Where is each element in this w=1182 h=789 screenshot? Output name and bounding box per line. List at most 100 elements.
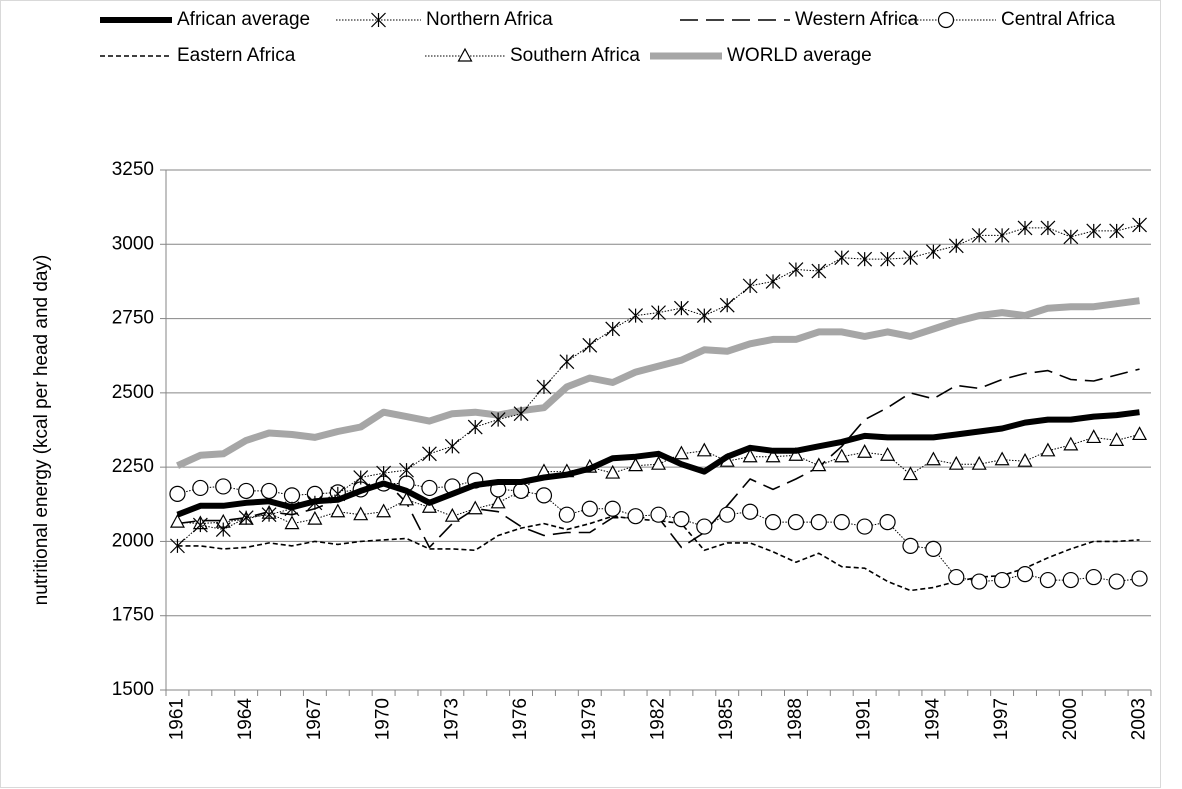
marker-shape xyxy=(260,482,278,500)
marker-shape xyxy=(764,514,782,531)
marker xyxy=(284,515,300,530)
x-tick-label: 1976 xyxy=(510,698,531,740)
y-tick-label: 2500 xyxy=(112,382,154,403)
marker-shape xyxy=(1016,566,1034,583)
marker xyxy=(856,518,873,535)
legend-label: Western Africa xyxy=(795,9,919,30)
marker xyxy=(353,470,369,485)
marker-shape xyxy=(283,487,301,504)
marker-shape xyxy=(421,479,438,497)
marker xyxy=(903,250,918,266)
marker xyxy=(1016,566,1034,583)
marker-shape xyxy=(696,442,712,457)
marker xyxy=(261,507,277,523)
marker-shape xyxy=(971,455,987,470)
marker-shape xyxy=(788,446,804,461)
marker xyxy=(857,251,873,267)
marker xyxy=(582,337,598,353)
marker xyxy=(215,522,231,537)
marker xyxy=(994,227,1010,243)
marker-shape xyxy=(719,506,736,523)
marker xyxy=(513,406,529,422)
marker-shape xyxy=(650,506,667,523)
x-tick-label: 1961 xyxy=(166,698,187,740)
marker xyxy=(307,510,323,525)
y-tick-label: 2750 xyxy=(112,308,154,329)
marker xyxy=(1085,568,1102,586)
marker xyxy=(330,503,346,518)
marker xyxy=(650,506,667,523)
x-tick-label: 1985 xyxy=(716,698,737,740)
marker xyxy=(399,491,415,506)
marker xyxy=(1132,217,1147,233)
marker xyxy=(605,464,621,479)
y-tick-label: 2250 xyxy=(112,456,154,477)
y-tick-label: 3000 xyxy=(112,233,154,254)
marker xyxy=(902,537,919,554)
x-tick-label: 1970 xyxy=(373,698,394,740)
marker xyxy=(925,451,941,466)
marker xyxy=(673,511,690,528)
y-tick-label: 3250 xyxy=(112,159,154,180)
legend-item: Eastern Africa xyxy=(100,45,296,66)
marker xyxy=(651,305,666,321)
y-tick-label: 1750 xyxy=(112,605,154,626)
marker xyxy=(422,446,437,462)
marker xyxy=(536,379,552,395)
marker-shape xyxy=(765,448,781,463)
marker xyxy=(742,448,758,463)
marker-shape xyxy=(937,11,955,29)
marker-shape xyxy=(971,573,988,590)
marker xyxy=(421,479,438,497)
marker-shape xyxy=(558,506,575,523)
legend-label: Central Africa xyxy=(1001,9,1115,30)
marker-shape xyxy=(604,500,621,517)
marker xyxy=(696,308,712,324)
marker-shape xyxy=(581,500,598,517)
marker-shape xyxy=(169,485,186,502)
marker xyxy=(696,518,713,535)
legend-item: Southern Africa xyxy=(425,45,640,66)
marker xyxy=(467,500,483,515)
legend-item: Western Africa xyxy=(680,9,919,30)
marker xyxy=(742,278,758,294)
marker xyxy=(1040,442,1056,457)
marker-shape xyxy=(948,568,965,586)
marker-shape xyxy=(902,466,918,481)
marker-shape xyxy=(1063,436,1079,451)
marker-shape xyxy=(169,513,185,528)
marker-shape xyxy=(1108,573,1125,590)
marker-shape xyxy=(215,478,232,495)
marker xyxy=(604,500,621,517)
y-tick-label: 1500 xyxy=(112,679,154,700)
legend-label: Eastern Africa xyxy=(177,45,296,66)
marker-shape xyxy=(1132,426,1148,441)
marker-shape xyxy=(1085,568,1102,586)
marker xyxy=(696,442,712,457)
marker xyxy=(937,11,955,29)
x-tick-label: 1991 xyxy=(854,698,875,740)
marker-shape xyxy=(1040,442,1056,457)
marker xyxy=(787,514,805,531)
marker xyxy=(1132,426,1148,441)
marker xyxy=(1040,220,1056,236)
x-tick-label: 2000 xyxy=(1060,698,1081,740)
marker xyxy=(490,412,506,428)
legend-label: WORLD average xyxy=(727,45,872,66)
marker xyxy=(971,227,987,243)
marker-shape xyxy=(833,514,850,531)
marker xyxy=(948,568,965,586)
marker xyxy=(1039,571,1057,589)
marker xyxy=(834,448,850,463)
marker xyxy=(490,494,506,509)
marker-shape xyxy=(1109,432,1125,446)
marker xyxy=(457,47,473,62)
marker-shape xyxy=(879,514,896,531)
marker-shape xyxy=(925,451,941,466)
marker-shape xyxy=(994,451,1010,466)
marker xyxy=(371,12,386,28)
marker xyxy=(444,507,460,522)
marker xyxy=(1017,452,1033,467)
marker-shape xyxy=(994,571,1011,589)
